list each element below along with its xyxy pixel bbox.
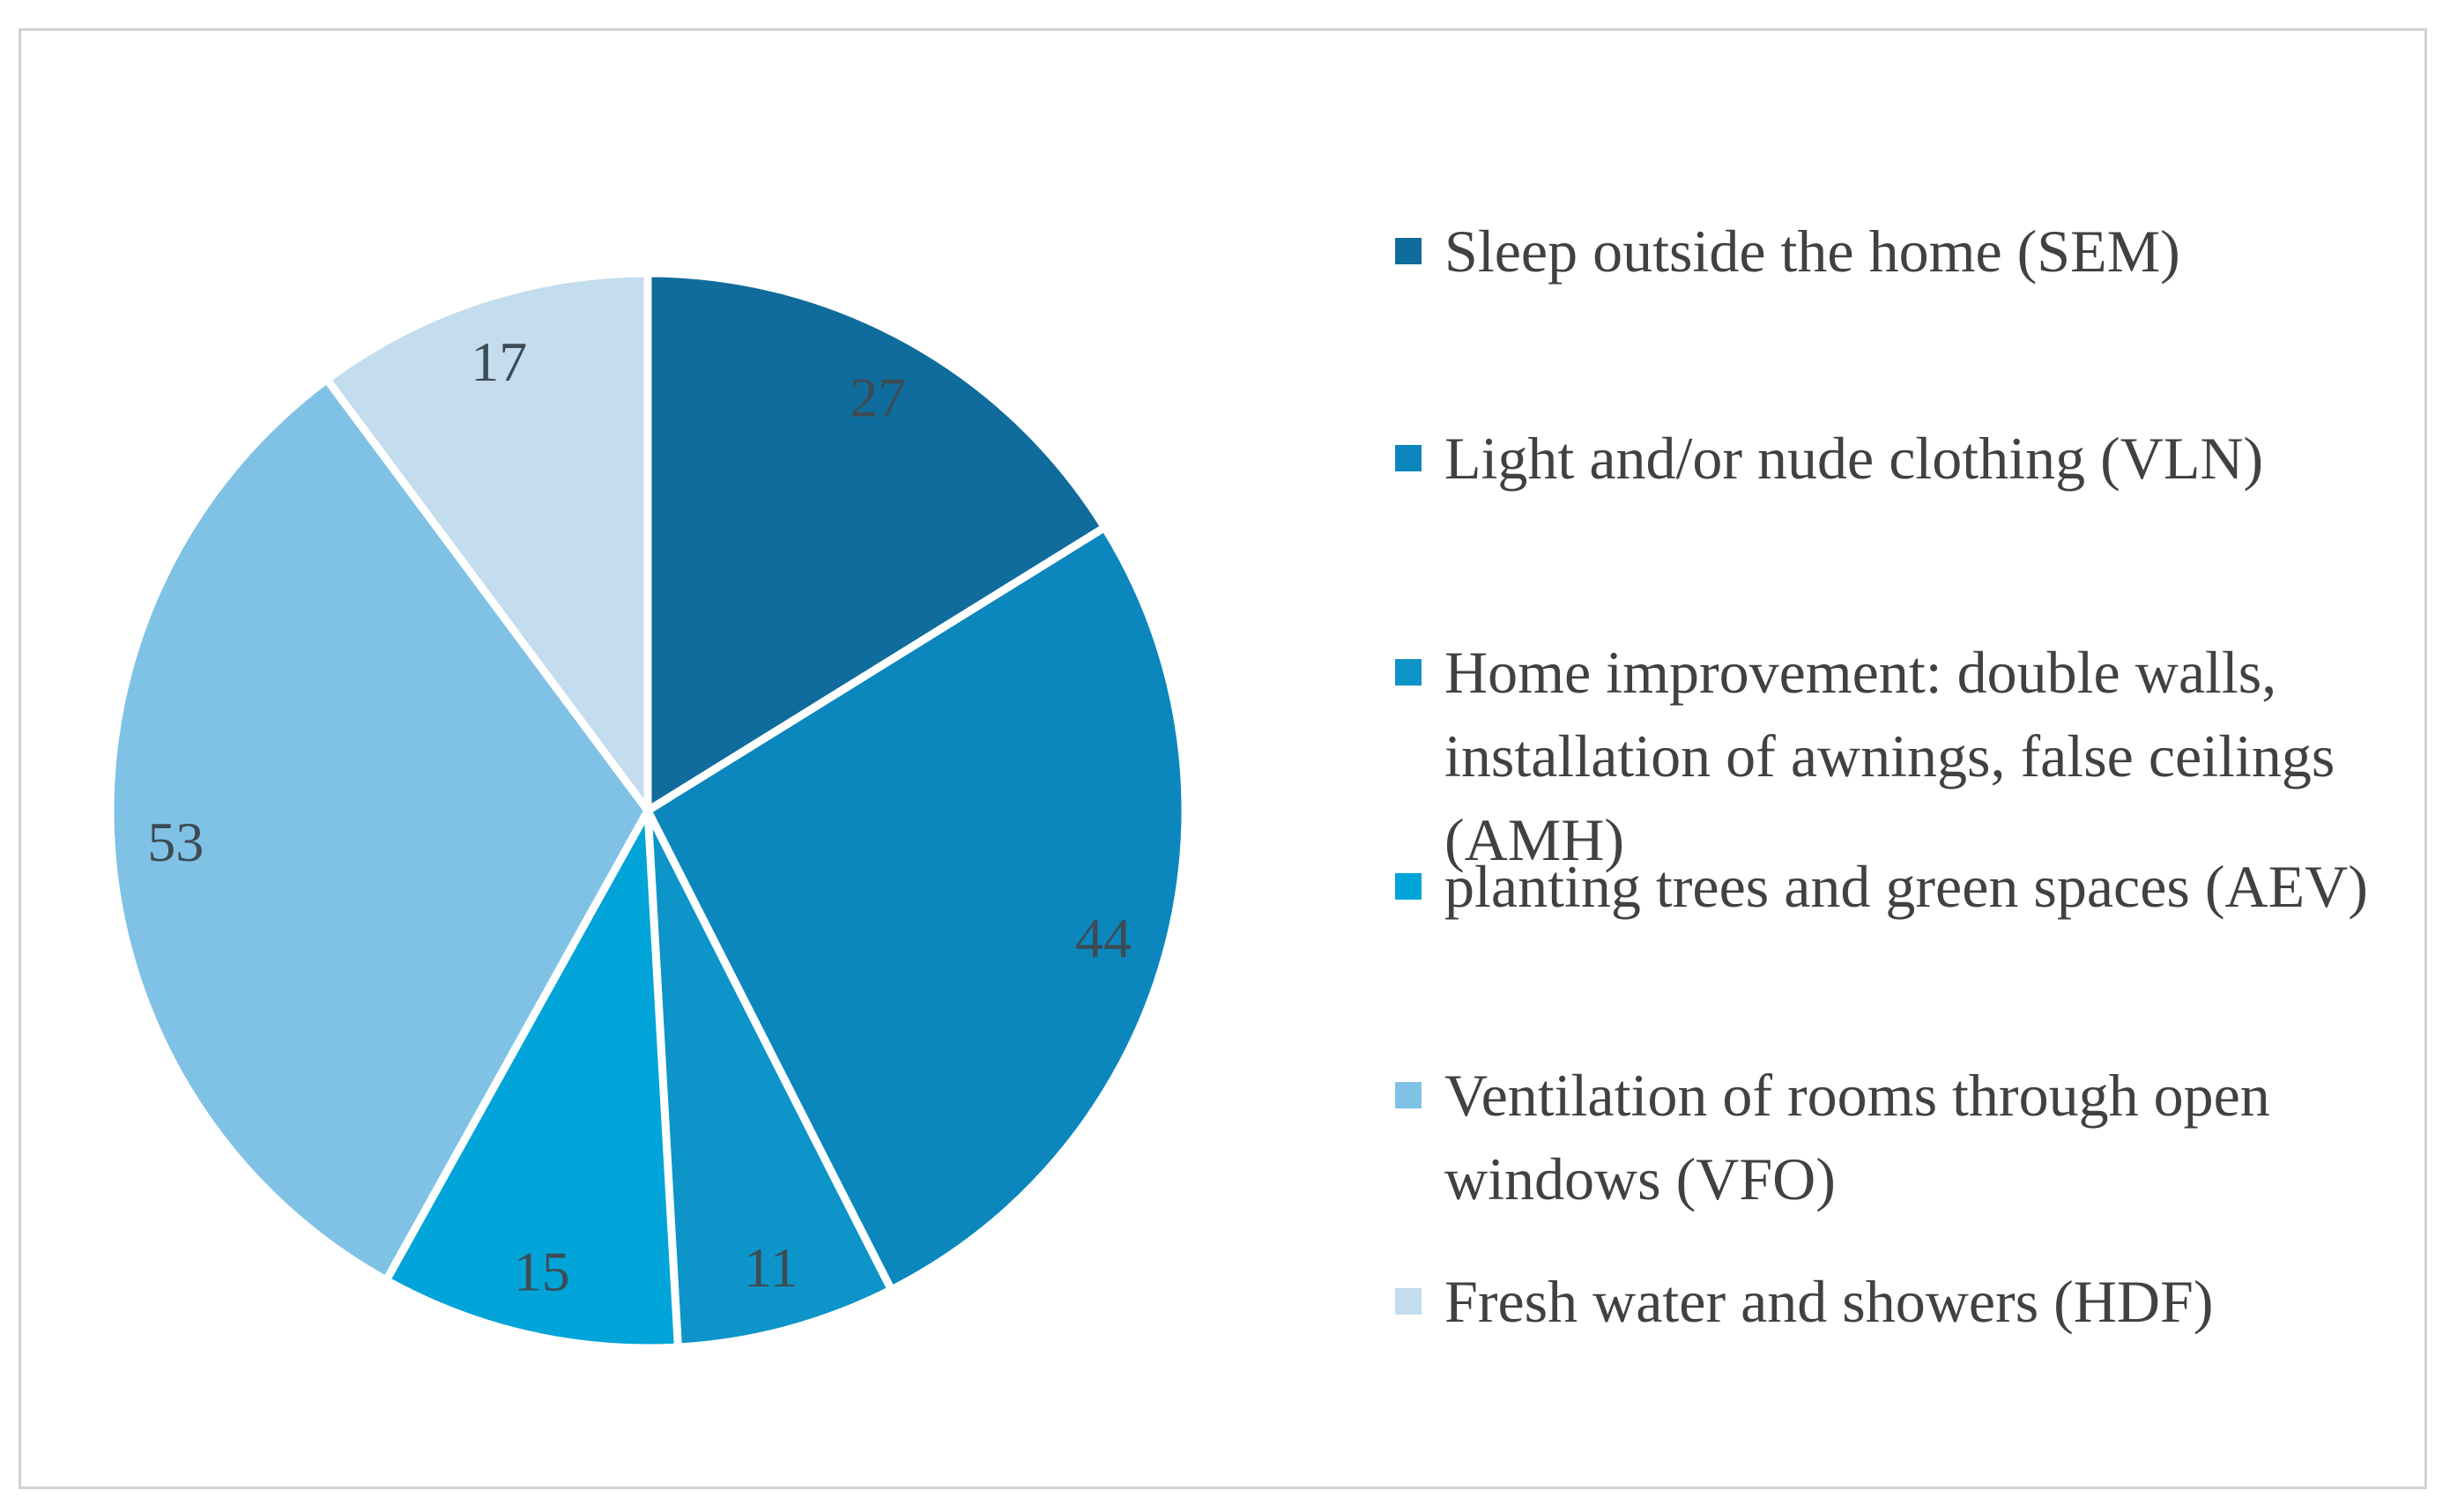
slice-value-label-AMH: 11	[744, 1236, 798, 1299]
legend-swatch-SEM	[1395, 237, 1422, 264]
pie-chart: 27 44 11 15 53 17	[106, 269, 1190, 1353]
legend-item-HDF: Fresh water and showers (HDF)	[1395, 1260, 2426, 1344]
legend-label-SEM: Sleep outside the home (SEM)	[1444, 217, 2180, 285]
slice-value-label-VFO: 53	[147, 811, 204, 873]
legend-swatch-HDF	[1395, 1287, 1422, 1315]
legend-label-AMH: Home improvement: double walls, installa…	[1444, 638, 2335, 873]
legend-swatch-AEV	[1395, 872, 1422, 900]
pie-slice-VFO	[106, 374, 653, 1286]
legend: Sleep outside the home (SEM) Light and/or…	[1395, 0, 2426, 1512]
slice-value-label-VLN: 44	[1075, 907, 1132, 969]
legend-swatch-AMH	[1395, 658, 1422, 686]
pie-slice-AMH	[643, 808, 897, 1352]
slice-value-label-SEM: 27	[850, 367, 906, 429]
pie-slice-AEV	[381, 797, 683, 1353]
pie-slice-SEM	[643, 269, 1110, 819]
slice-value-label-HDF: 17	[471, 330, 527, 393]
pie-slice-VLN	[642, 522, 1190, 1295]
legend-swatch-VLN	[1395, 444, 1422, 471]
legend-label-AEV: planting trees and green spaces (AEV)	[1444, 852, 2368, 920]
slice-value-label-AEV: 15	[514, 1241, 570, 1303]
legend-item-VLN: Light and/or nude clothing (VLN)	[1395, 417, 2426, 500]
legend-label-VFO: Ventilation of rooms through open window…	[1444, 1061, 2270, 1212]
legend-swatch-VFO	[1395, 1081, 1422, 1108]
legend-label-HDF: Fresh water and showers (HDF)	[1444, 1267, 2214, 1335]
legend-item-AMH: Home improvement: double walls, installa…	[1395, 631, 2426, 882]
legend-item-VFO: Ventilation of rooms through open window…	[1395, 1054, 2426, 1221]
pie-slice-HDF	[321, 269, 652, 823]
legend-item-AEV: planting trees and green spaces (AEV)	[1395, 845, 2426, 929]
legend-item-SEM: Sleep outside the home (SEM)	[1395, 210, 2426, 293]
legend-label-VLN: Light and/or nude clothing (VLN)	[1444, 424, 2264, 492]
